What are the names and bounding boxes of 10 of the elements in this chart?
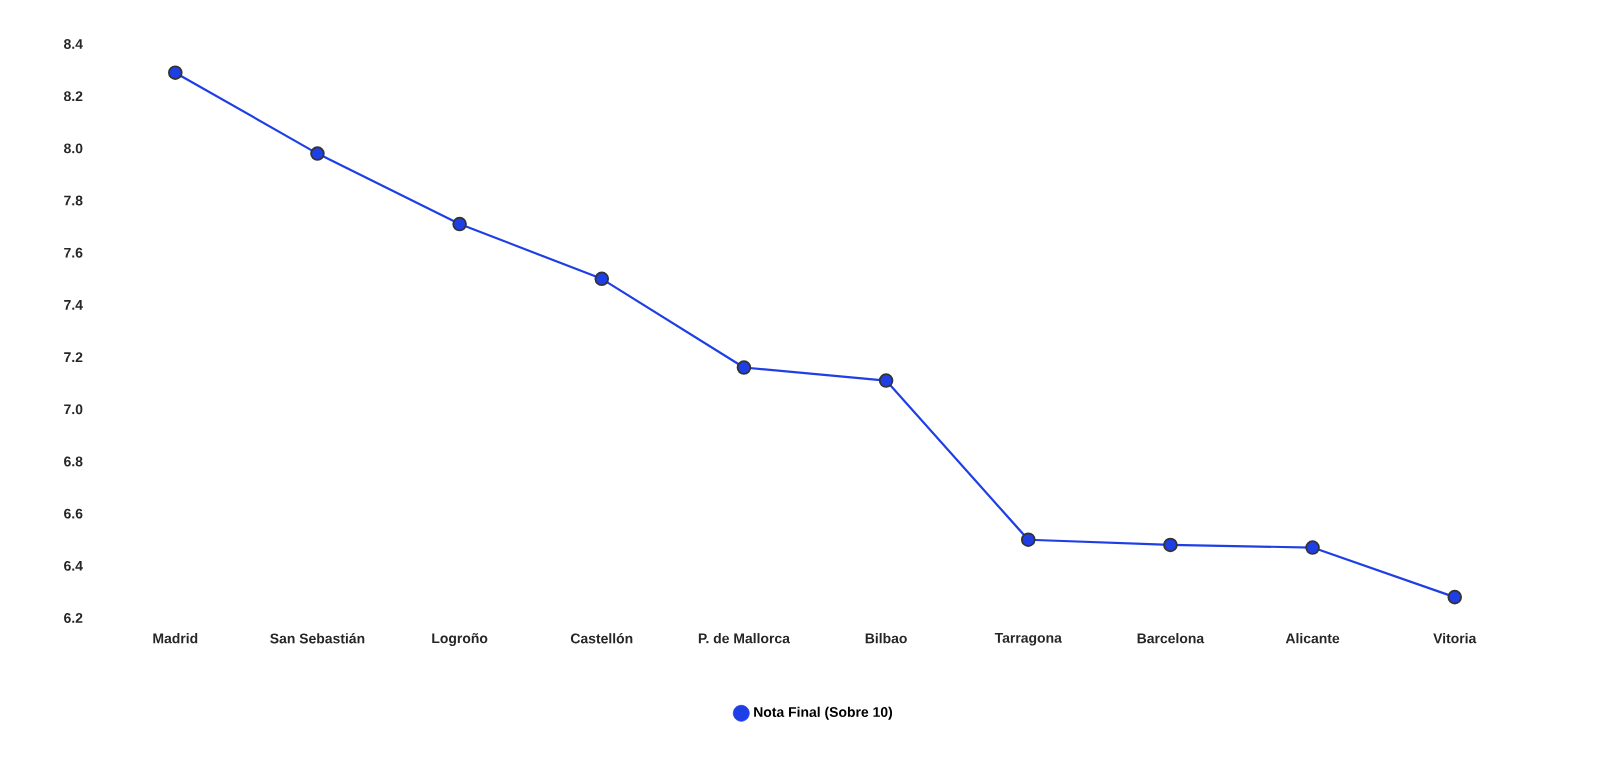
point bbox=[1305, 540, 1320, 555]
point bbox=[736, 360, 752, 375]
point bbox=[452, 216, 467, 232]
point bbox=[310, 146, 325, 161]
point bbox=[1447, 589, 1463, 605]
point bbox=[1020, 532, 1036, 547]
point bbox=[1163, 537, 1178, 553]
point bbox=[168, 65, 183, 80]
point bbox=[878, 373, 894, 388]
point bbox=[594, 271, 610, 287]
